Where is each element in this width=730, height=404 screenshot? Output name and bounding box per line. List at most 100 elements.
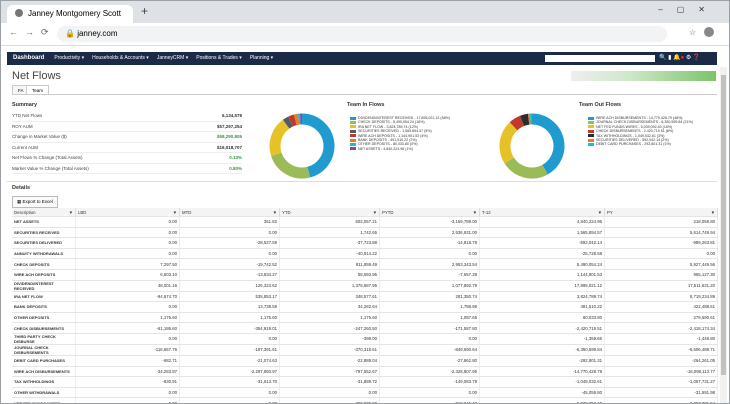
filter-icon[interactable]: ▼ (372, 209, 377, 215)
cell-value: -2,418,174.34 (604, 322, 718, 334)
cell-value: 1,087.65 (379, 312, 480, 324)
column-label: MTD (182, 209, 192, 215)
column-header[interactable]: YTD ▼ (279, 208, 380, 217)
row-label: IRA NET FLOW (12, 291, 76, 303)
cell-value: 17,511,631.20 (604, 280, 718, 292)
search-box[interactable] (545, 55, 655, 62)
column-header[interactable]: Description ▼ (12, 208, 76, 217)
cell-value: 491,510.22 (479, 301, 605, 313)
cell-value: 0.00 (379, 333, 480, 345)
cell-value: -3,169,789.00 (379, 216, 480, 228)
details-title: Details (12, 185, 31, 191)
cell-value: 0.00 (379, 387, 480, 399)
legend-swatch (588, 134, 594, 138)
export-button[interactable]: ▦ Export to Excel (12, 196, 58, 208)
cell-value: -22,888.04 (279, 355, 380, 367)
nav-item[interactable]: Planning ▾ (249, 55, 274, 61)
url: janney.com (77, 29, 118, 38)
cell-value: 351.82 (179, 216, 280, 228)
column-header[interactable]: MTD ▼ (179, 208, 280, 217)
cell-value: 2,536,931.00 (379, 227, 480, 239)
nav-item[interactable]: Households & Accounts ▾ (92, 55, 149, 61)
legend-swatch (350, 147, 356, 151)
row-label: OTHER DEPOSITS (12, 312, 76, 324)
filter-icon[interactable]: ▼ (272, 209, 277, 215)
cell-value: -21,074.63 (179, 355, 280, 367)
table-header: Description ▼ LBD ▼ MTD ▼ YTD ▼ PYTD ▼ T-12 ▼ PY ▼ (12, 208, 718, 217)
cell-value: -398.00 (279, 333, 380, 345)
summary-title: Summary (12, 102, 38, 108)
page-title: Net Flows (12, 70, 61, 82)
donut-segment (288, 114, 297, 127)
cell-value: 0.00 (75, 387, 180, 399)
column-header[interactable]: PYTD ▼ (379, 208, 480, 217)
nav-buttons[interactable]: ←→⟳ (9, 27, 56, 37)
legend-swatch (350, 138, 356, 142)
cell-value: 13,738.58 (179, 301, 280, 313)
legend-label: NET ASSETS - 4,840,224.96 (1%) (358, 146, 413, 151)
column-header[interactable]: PY ▼ (604, 208, 718, 217)
window-controls[interactable]: –▢✕ (658, 5, 719, 14)
profile[interactable] (704, 27, 714, 37)
omnibox[interactable]: 🔒 janney.com (57, 26, 667, 42)
cell-value: 1,077,892.79 (379, 280, 480, 292)
cell-value: 5,490,054.24 (479, 258, 605, 270)
cell-value: -1,448.80 (604, 333, 718, 345)
donut-segment (293, 113, 300, 126)
legend-swatch (588, 116, 594, 120)
new-tab[interactable]: + (141, 4, 149, 18)
summary-value: $57,297,254 (216, 123, 242, 129)
cell-value: 3,824,789.74 (479, 291, 605, 303)
divider (7, 181, 717, 182)
cell-value: -264,261.05 (604, 355, 718, 367)
summary-row: Change in Market Value ($) $58,290,805 (12, 132, 242, 143)
filter-icon[interactable]: ▼ (172, 209, 177, 215)
legend-label: CHECK DEPOSITS - 5,490,054.24 (18%) (358, 120, 425, 125)
row-label: NET FED FUNDS WIRES (12, 397, 76, 403)
row-label: WIRE ACH DEPOSITS (12, 269, 76, 281)
summary-row: Market Value % Change (Total Assets) 0.80… (12, 164, 242, 174)
cell-value: 34,282.64 (279, 301, 380, 313)
filter-icon[interactable]: ▼ (68, 209, 73, 215)
brand[interactable]: Dashboard (13, 55, 45, 61)
legend-item: CHECK DEPOSITS - 5,490,054.24 (18%) (350, 120, 450, 124)
cell-value: -247,260.50 (279, 322, 380, 334)
details-table: Description ▼ LBD ▼ MTD ▼ YTD ▼ PYTD ▼ T-12 ▼ PY ▼ NET… (12, 208, 718, 403)
column-header[interactable]: T-12 ▼ (479, 208, 605, 217)
summary-value: $58,290,805 (216, 134, 242, 139)
table-row: WIRE ACH DISBURSEMENTS -34,283.87 -2,297,8… (12, 366, 718, 378)
column-header[interactable]: LBD ▼ (75, 208, 180, 217)
nav-icons[interactable]: 🔍 ▮ 🔔● ⚙ ❓ (659, 55, 701, 61)
filter-icon[interactable]: ▼ (597, 209, 602, 215)
legend-item: DIVIDEND/INTEREST RECEIVED - 17,895,021.… (350, 116, 450, 120)
table-row: CHECK DEPOSITS 7,297.50 -19,742.52 811,859.… (12, 258, 718, 270)
table-row: TAX WITHHOLDINGS -830.91 -31,613.70 -31,889… (12, 376, 718, 388)
nav-label: Productivity (54, 55, 81, 61)
cell-value: -354,919.01 (179, 322, 280, 334)
row-label: NET ASSETS (12, 216, 76, 228)
filter-icon[interactable]: ▼ (472, 209, 477, 215)
cell-value: 1,175.60 (179, 312, 280, 324)
donut-segment (531, 113, 565, 175)
nav-item[interactable]: Positions & Trades ▾ (196, 55, 242, 61)
table-row: OTHER WITHDRAWALS 0.00 0.00 0.00 0.00 -45,059… (12, 387, 718, 399)
cell-value: 0.00 (179, 248, 280, 260)
bookmark-star[interactable]: ☆ (689, 28, 697, 37)
legend-label: BANK DEPOSITS - 491,510.22 (2%) (358, 138, 417, 143)
donut-charts (269, 113, 565, 179)
cell-value: -14,818.78 (379, 237, 480, 249)
donut-segment (269, 119, 290, 157)
column-label: LBD (78, 209, 87, 215)
in-flows-title: Team In Flows (347, 102, 385, 108)
cell-value: -116,657.76 (75, 344, 180, 356)
nav-item[interactable]: Productivity ▾ (54, 55, 85, 61)
legend-swatch (588, 138, 594, 142)
summary-label: Net Flows % Change (Total Assets) (12, 155, 83, 160)
cell-value: -292,801.31 (479, 355, 605, 367)
filter-icon[interactable]: ▼ (710, 209, 715, 215)
tab-team[interactable]: Team (26, 85, 50, 95)
legend-label: DEBIT CARD PURCHASES - 292,801.31 (1%) (596, 142, 671, 147)
column-label: PY (607, 209, 613, 215)
scrollbar[interactable] (720, 67, 727, 403)
nav-item[interactable]: JanneyCRM ▾ (156, 55, 189, 61)
